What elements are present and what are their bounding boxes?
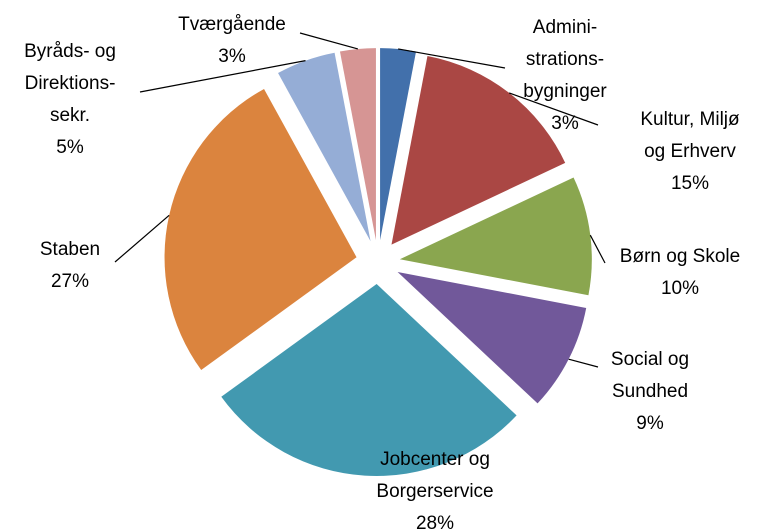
value-label: 5%	[56, 137, 84, 158]
label-line: Staben	[40, 239, 100, 260]
label-line: og Erhverv	[644, 141, 736, 162]
slice-label: Byråds- og Direktions-sekr.	[24, 41, 116, 126]
leader-line	[508, 92, 599, 126]
pie-slice	[380, 48, 417, 241]
slice-label: Børn og Skole	[620, 246, 740, 267]
label-line: Direktions-	[25, 73, 116, 94]
value-label: 10%	[661, 278, 699, 299]
leader-line	[568, 358, 599, 368]
value-label: 27%	[51, 271, 89, 292]
label-line: Byråds- og	[24, 41, 116, 62]
pie-slice	[164, 88, 357, 371]
value-label: 3%	[218, 46, 246, 67]
leader-line	[299, 32, 359, 50]
leader-line	[589, 234, 606, 264]
label-line: strations-	[526, 49, 604, 70]
label-line: sekr.	[50, 105, 90, 126]
slice-label: Staben	[40, 239, 100, 260]
label-line: bygninger	[523, 81, 607, 102]
slice-label: Social og Sundhed	[611, 349, 689, 402]
label-line: Sundhed	[612, 381, 688, 402]
label-line: Kultur, Miljø	[640, 109, 740, 130]
value-label: 28%	[416, 513, 454, 531]
slice-label: Admini-strations-bygninger	[523, 17, 607, 102]
leader-line	[398, 48, 506, 69]
label-line: Børn og Skole	[620, 246, 740, 267]
label-line: Admini-	[533, 17, 597, 38]
pie-slice	[339, 48, 376, 241]
pie-slice	[278, 52, 371, 242]
slice-label: Tværgående	[178, 14, 286, 35]
value-label: 9%	[636, 413, 664, 434]
value-label: 3%	[551, 113, 579, 134]
slice-label: Jobcenter og Borgerservice	[376, 449, 493, 502]
label-line: Social og	[611, 349, 689, 370]
label-line: Tværgående	[178, 14, 286, 35]
slice-label: Kultur, Miljø og Erhverv	[640, 109, 740, 162]
label-line: Jobcenter og	[380, 449, 490, 470]
pie-slice	[221, 283, 517, 476]
pie-slice	[397, 271, 587, 404]
value-label: 15%	[671, 173, 709, 194]
leader-line	[114, 214, 170, 263]
leader-line	[139, 60, 306, 93]
pie-slice	[399, 177, 592, 296]
pie-slice	[391, 56, 566, 245]
label-line: Borgerservice	[376, 481, 493, 502]
